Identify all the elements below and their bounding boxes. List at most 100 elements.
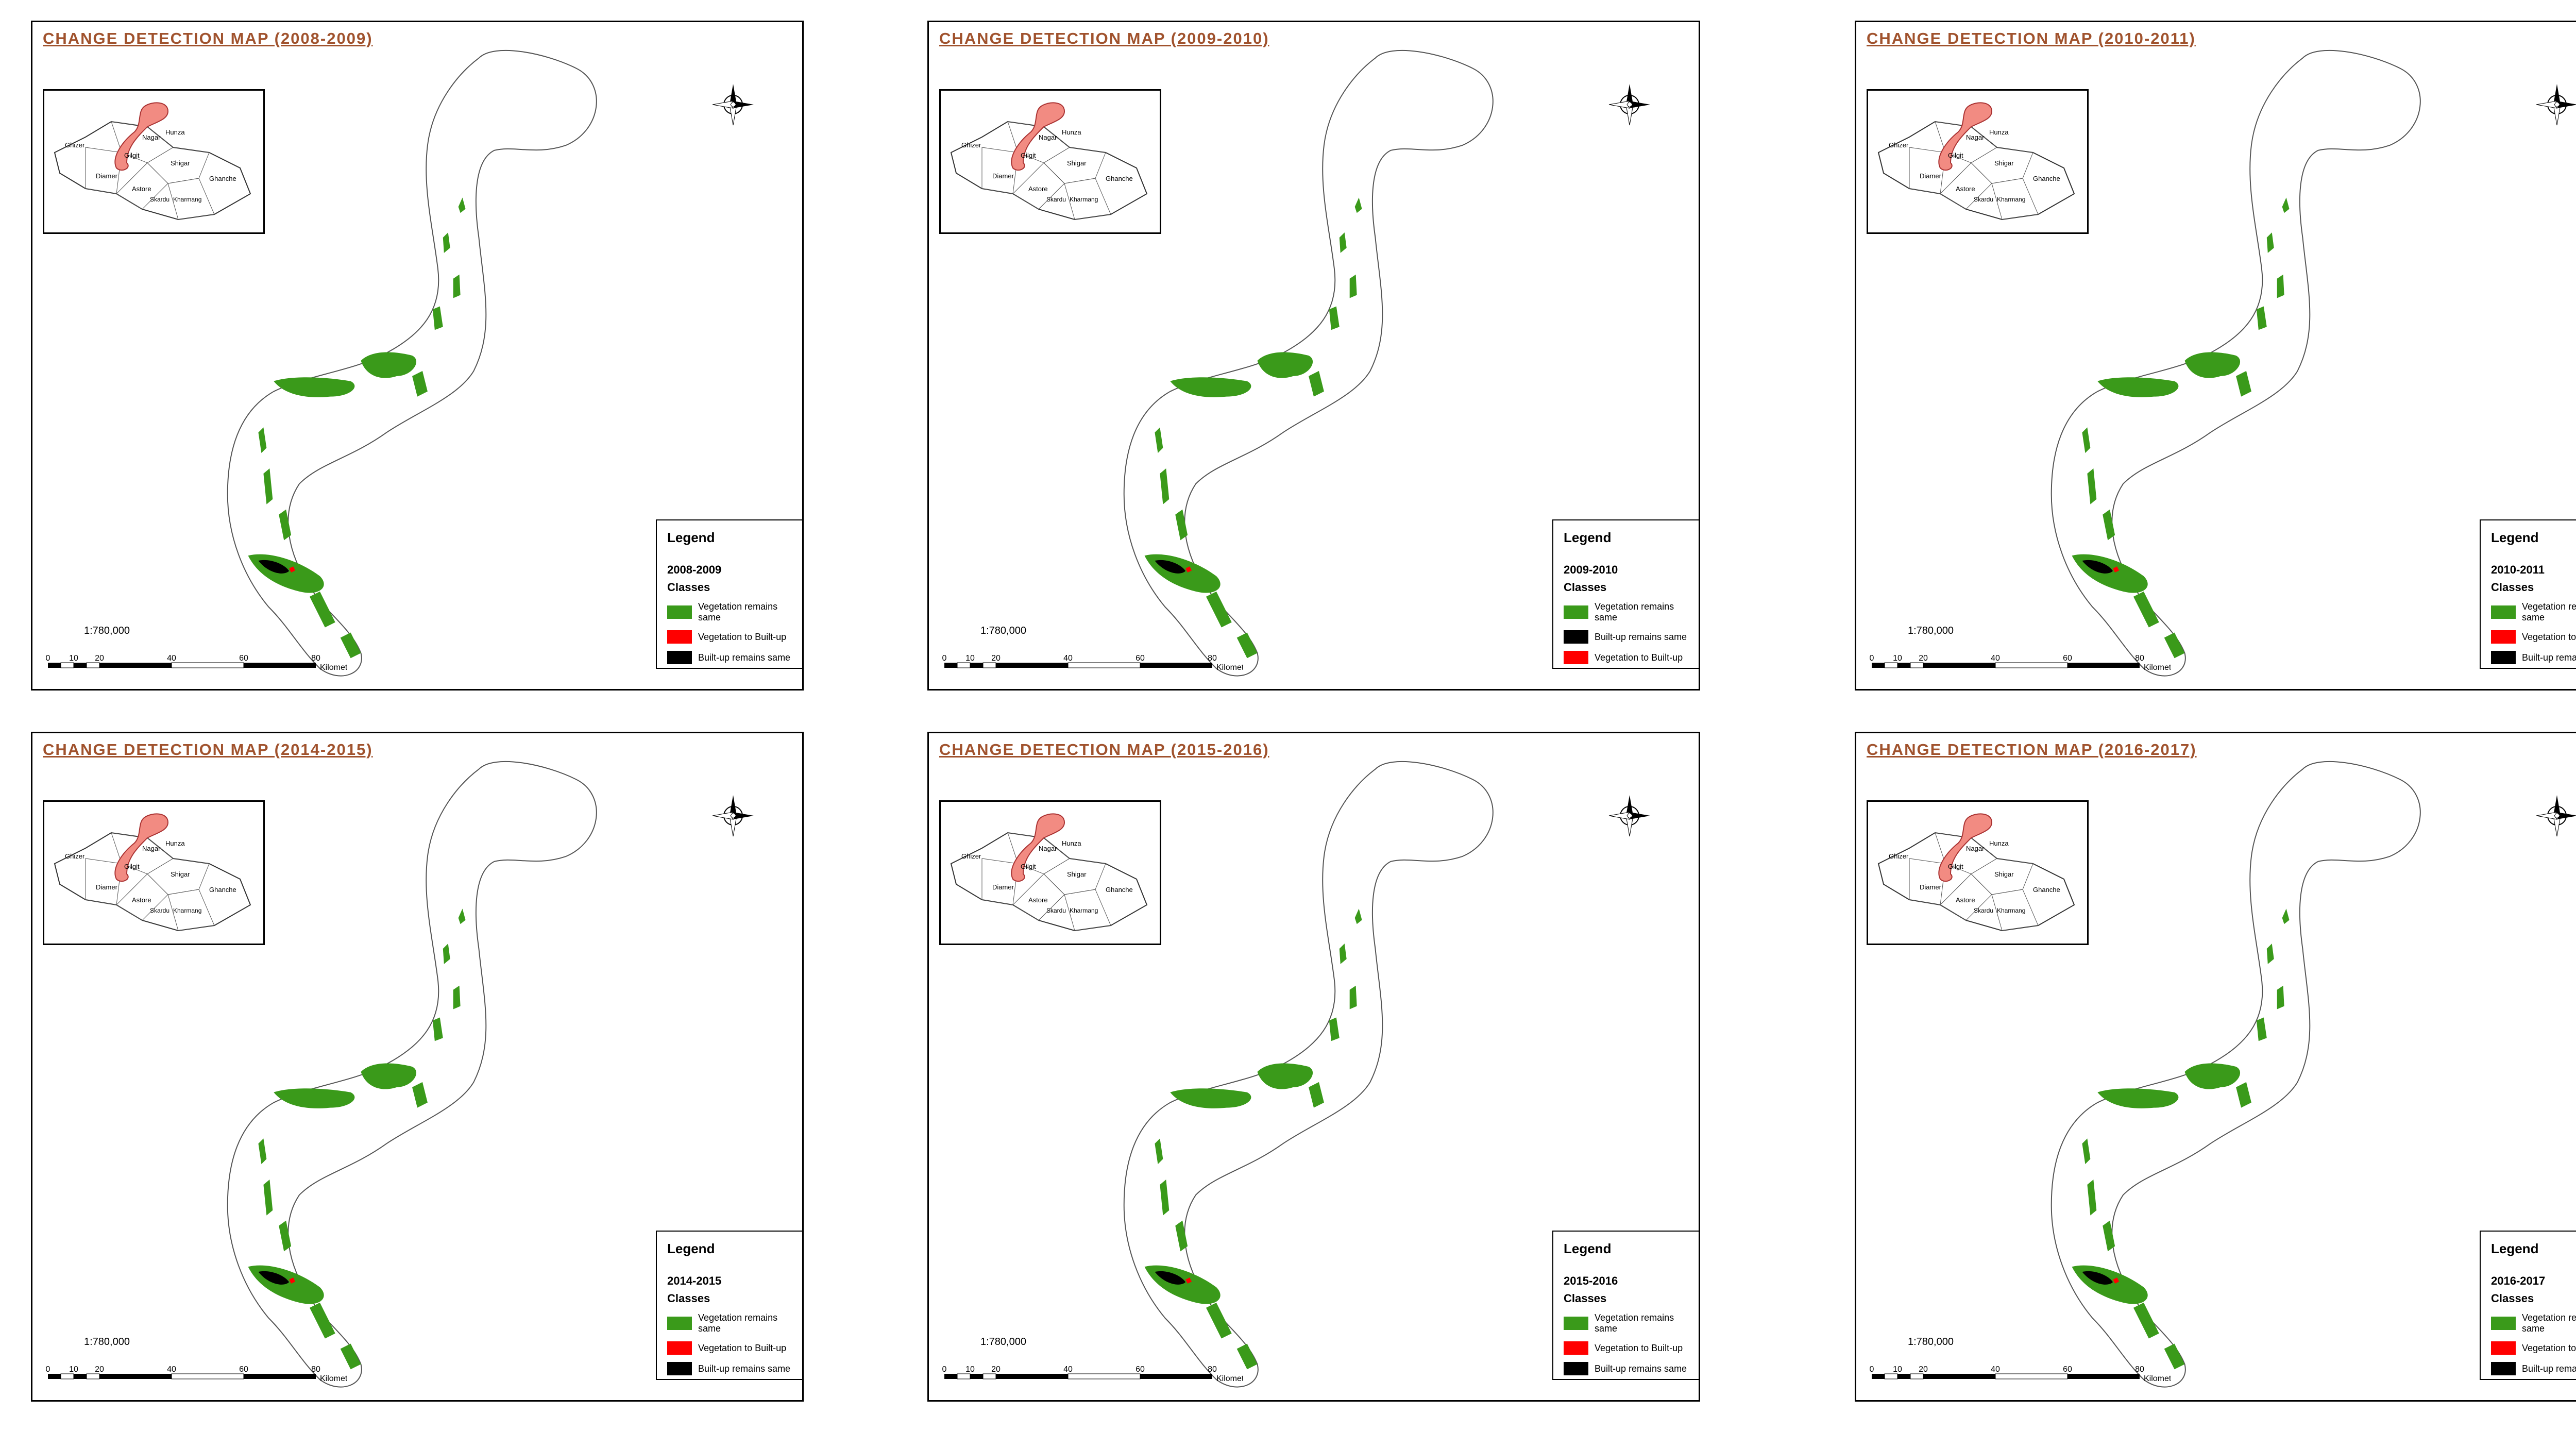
legend-item: Vegetation remains same bbox=[667, 1312, 799, 1334]
vegetation-patches bbox=[1144, 908, 1362, 1370]
inset-map-svg: Ghizer Hunza Gilgit Nagar Diamer Shigar … bbox=[950, 813, 1148, 932]
inset-district-label: Ghanche bbox=[2033, 886, 2060, 894]
scale-tick-label: 80 bbox=[1208, 654, 1217, 663]
study-area-highlight bbox=[1938, 813, 1993, 882]
scale-tick-label: 40 bbox=[1063, 1365, 1073, 1374]
inset-district-label: Kharmang bbox=[1070, 196, 1098, 203]
inset-district-label: Ghanche bbox=[209, 886, 236, 894]
scale-tick-label: 10 bbox=[965, 1365, 975, 1374]
inset-district-label: Shigar bbox=[1994, 870, 2014, 878]
vegetation-patches bbox=[248, 908, 466, 1370]
map-area bbox=[1123, 761, 1494, 1388]
inset-map-svg: Ghizer Hunza Gilgit Nagar Diamer Shigar … bbox=[950, 102, 1148, 221]
inset-district-label: Hunza bbox=[165, 839, 185, 847]
legend-item: Built-up remains same bbox=[667, 1362, 799, 1375]
scale-tick-label: 10 bbox=[1893, 654, 1902, 663]
inset-district-label: Kharmang bbox=[1070, 907, 1098, 914]
legend-classes-label: Classes bbox=[2491, 581, 2534, 594]
scale-tick-label: 80 bbox=[2135, 1365, 2144, 1374]
legend-title: Legend bbox=[2491, 1241, 2539, 1256]
map-legend: Legend 2015-2016 Classes Vegetation rema… bbox=[1552, 1231, 1699, 1380]
north-arrow-icon bbox=[712, 84, 754, 126]
legend-item-label: Built-up remains same bbox=[1595, 1363, 1687, 1374]
scale-unit-label: Kilometers bbox=[320, 1374, 347, 1383]
scale-tick-label: 20 bbox=[1919, 654, 1928, 663]
builtup-patches bbox=[2082, 1271, 2113, 1285]
legend-title: Legend bbox=[1564, 1241, 1612, 1256]
map-title: CHANGE DETECTION MAP (2015-2016) bbox=[939, 740, 1269, 759]
change-patches bbox=[1185, 1277, 1192, 1284]
inset-locator-map: Ghizer Hunza Gilgit Nagar Diamer Shigar … bbox=[43, 89, 265, 234]
legend-item: Built-up remains same bbox=[2491, 1362, 2576, 1375]
inset-district-label: Skardu bbox=[1974, 907, 1993, 914]
study-area-highlight bbox=[1011, 813, 1065, 882]
scale-bar: 0 10 20 40 60 80 Kilometers bbox=[1870, 654, 2171, 672]
inset-district-label: Nagar bbox=[1966, 845, 1985, 852]
map-legend: Legend 2010-2011 Classes Vegetation rema… bbox=[2480, 519, 2576, 669]
inset-district-label: Ghizer bbox=[1889, 852, 1909, 860]
scale-ratio: 1:780,000 bbox=[980, 625, 1026, 636]
change-patches bbox=[289, 1277, 296, 1284]
inset-district-label: Ghanche bbox=[1106, 886, 1133, 894]
inset-district-label: Gilgit bbox=[1948, 863, 1963, 870]
inset-district-label: Ghanche bbox=[209, 175, 236, 182]
study-area-outline bbox=[227, 761, 597, 1388]
change-patches bbox=[289, 566, 296, 573]
legend-period: 2014-2015 bbox=[667, 1274, 722, 1287]
study-area-outline bbox=[2050, 49, 2421, 677]
map-panel-2016-2017: CHANGE DETECTION MAP (2016-2017) Ghizer … bbox=[1855, 732, 2576, 1402]
inset-district-label: Astore bbox=[1956, 896, 1975, 904]
scale-bar: 0 10 20 40 60 80 Kilometers bbox=[46, 654, 347, 672]
scale-unit-label: Kilometers bbox=[1216, 663, 1243, 672]
legend-swatch bbox=[667, 1341, 692, 1355]
inset-map-svg: Ghizer Hunza Gilgit Nagar Diamer Shigar … bbox=[54, 813, 251, 932]
legend-item: Vegetation to Built-up bbox=[667, 630, 799, 644]
legend-classes-label: Classes bbox=[667, 1292, 710, 1305]
study-area-highlight bbox=[1938, 102, 1993, 171]
map-panel-2008-2009: CHANGE DETECTION MAP (2008-2009) Ghizer … bbox=[31, 21, 804, 691]
inset-map-svg: Ghizer Hunza Gilgit Nagar Diamer Shigar … bbox=[54, 102, 251, 221]
legend-item-label: Vegetation remains same bbox=[1595, 601, 1674, 622]
scale-tick-label: 60 bbox=[2063, 1365, 2072, 1374]
map-legend: Legend 2009-2010 Classes Vegetation rema… bbox=[1552, 519, 1699, 669]
inset-district-label: Astore bbox=[132, 896, 151, 904]
legend-swatch bbox=[667, 605, 692, 619]
inset-district-label: Astore bbox=[1028, 185, 1048, 193]
scale-tick-label: 40 bbox=[167, 654, 176, 663]
legend-item-label: Vegetation remains same bbox=[2522, 1312, 2576, 1334]
scale-unit-label: Kilometers bbox=[2144, 1374, 2171, 1383]
legend-item: Built-up remains same bbox=[1564, 630, 1696, 644]
legend-classes-label: Classes bbox=[1564, 581, 1607, 594]
scale-tick-label: 0 bbox=[46, 654, 50, 663]
north-arrow-icon bbox=[1608, 795, 1650, 837]
scale-tick-label: 80 bbox=[311, 654, 320, 663]
legend-item-label: Vegetation to Built-up bbox=[1595, 1342, 1683, 1353]
legend-classes-label: Classes bbox=[667, 581, 710, 594]
legend-swatch bbox=[667, 1362, 692, 1375]
scale-tick-label: 10 bbox=[69, 654, 78, 663]
inset-district-label: Ghanche bbox=[2033, 175, 2060, 182]
inset-district-label: Skardu bbox=[1046, 907, 1066, 914]
scale-tick-label: 60 bbox=[1136, 1365, 1145, 1374]
inset-map-svg: Ghizer Hunza Gilgit Nagar Diamer Shigar … bbox=[1877, 102, 2075, 221]
legend-title: Legend bbox=[2491, 530, 2539, 545]
inset-district-label: Ghizer bbox=[1889, 141, 1909, 149]
inset-district-label: Nagar bbox=[1966, 133, 1985, 141]
legend-swatch bbox=[1564, 1362, 1588, 1375]
inset-district-label: Shigar bbox=[1067, 870, 1087, 878]
scale-ratio: 1:780,000 bbox=[1908, 625, 1954, 636]
map-title: CHANGE DETECTION MAP (2009-2010) bbox=[939, 29, 1269, 47]
scale-ratio: 1:780,000 bbox=[84, 625, 130, 636]
scale-tick-label: 0 bbox=[942, 1365, 947, 1374]
inset-district-label: Skardu bbox=[1974, 196, 1993, 203]
inset-district-label: Ghanche bbox=[1106, 175, 1133, 182]
scale-tick-label: 60 bbox=[239, 654, 248, 663]
legend-title: Legend bbox=[667, 530, 715, 545]
legend-item: Vegetation remains same bbox=[1564, 1312, 1696, 1334]
map-legend: Legend 2008-2009 Classes Vegetation rema… bbox=[656, 519, 802, 669]
legend-swatch bbox=[2491, 651, 2516, 664]
scale-tick-label: 0 bbox=[942, 654, 947, 663]
legend-period: 2009-2010 bbox=[1564, 563, 1618, 576]
legend-item: Vegetation to Built-up bbox=[1564, 651, 1696, 664]
inset-district-label: Nagar bbox=[142, 845, 161, 852]
